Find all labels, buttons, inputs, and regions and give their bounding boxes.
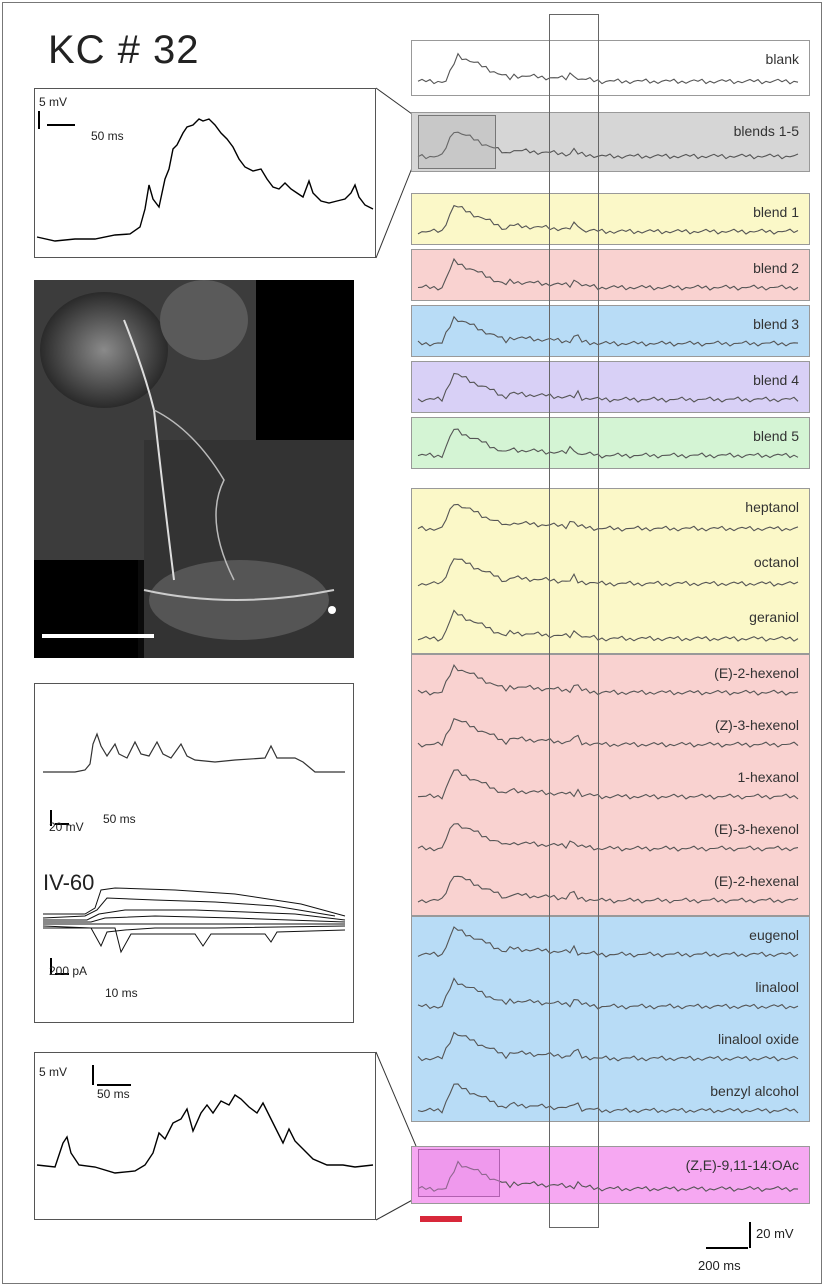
odor-panel-blends15: blends 1-5 [411, 112, 810, 172]
neuron-micrograph [34, 280, 354, 658]
figure-title: KC # 32 [48, 28, 200, 72]
odor-traces [417, 1160, 799, 1192]
odor-panel-mag: (Z,E)-9,11-14:OAc [411, 1146, 810, 1204]
odor-panel-blank: blank [411, 40, 810, 96]
inset-top-trace [36, 111, 374, 242]
odor-label: octanol [753, 554, 799, 570]
odor-label: 1-hexanol [737, 769, 800, 785]
zoom-box-pheromone [418, 1149, 500, 1197]
odor-panel-yellow: heptanol octanol geraniol [411, 488, 810, 654]
odor-label: benzyl alcohol [710, 1083, 799, 1099]
odor-traces [417, 503, 799, 642]
inset-bottom: 5 mV 50 ms [34, 1052, 376, 1220]
odor-panel-b5: blend 5 [411, 417, 810, 469]
electro-scale-ms2: 10 ms [105, 986, 138, 1000]
odor-panel-pink: (E)-2-hexenol (Z)-3-hexenol 1-hexanol (E)-3… [411, 654, 810, 916]
odor-label: linalool oxide [718, 1031, 799, 1047]
odor-label: (E)-2-hexenol [714, 665, 799, 681]
iv-label: IV-60 [43, 870, 95, 895]
odor-label: (Z,E)-9,11-14:OAc [685, 1157, 799, 1173]
odor-label: blend 1 [753, 204, 799, 220]
odor-traces [417, 131, 799, 160]
odor-label: blend 4 [753, 372, 799, 388]
odor-traces [417, 926, 799, 1114]
odor-label: (E)-3-hexenol [714, 821, 799, 837]
response-window-box [549, 14, 599, 1228]
electro-scale-mv: 20 mV [49, 820, 84, 834]
odor-panel-b2: blend 2 [411, 249, 810, 301]
right-scale-ms: 200 ms [698, 1258, 741, 1273]
odor-label: (E)-2-hexenal [714, 873, 799, 889]
inset-bottom-scale-mv: 5 mV [39, 1065, 68, 1079]
electrophysiology-panel: 20 mV 50 ms IV-60 200 pA 10 ms [34, 683, 354, 1023]
inset-top: 5 mV 50 ms [34, 88, 376, 258]
odor-panel-blue: eugenol linalool linalool oxide benzyl alco… [411, 916, 810, 1122]
odor-label: heptanol [745, 499, 799, 515]
zoom-box-blends [418, 115, 496, 169]
odor-traces [417, 204, 799, 235]
odor-label: (Z)-3-hexenol [714, 717, 799, 733]
odor-traces [417, 372, 799, 403]
odor-panel-b4: blend 4 [411, 361, 810, 413]
inset-bottom-scale-ms: 50 ms [97, 1087, 130, 1101]
odor-traces [417, 663, 799, 904]
odor-traces [417, 257, 799, 291]
stimulus-bar [420, 1216, 462, 1222]
odor-label: eugenol [749, 927, 799, 943]
odor-label: blank [765, 51, 799, 67]
right-scale-mv: 20 mV [756, 1226, 794, 1241]
odor-label: blends 1-5 [733, 123, 799, 139]
micrograph-image [34, 280, 354, 658]
electro-scale-ms: 50 ms [103, 812, 136, 826]
inset-top-scale-mv: 5 mV [39, 95, 68, 109]
inset-bottom-trace [36, 1065, 374, 1174]
odor-label: blend 5 [753, 428, 799, 444]
odor-label: linalool [755, 979, 799, 995]
odor-label: blend 3 [753, 316, 799, 332]
odor-panel-b1: blend 1 [411, 193, 810, 245]
electro-traces [42, 732, 346, 975]
electro-scale-pa: 200 pA [49, 964, 88, 978]
odor-label: blend 2 [753, 260, 799, 276]
odor-label: geraniol [749, 609, 799, 625]
odor-traces [417, 315, 799, 347]
inset-top-scale-ms: 50 ms [91, 129, 124, 143]
odor-traces [417, 52, 799, 85]
odor-panel-b3: blend 3 [411, 305, 810, 357]
odor-traces [417, 428, 799, 459]
